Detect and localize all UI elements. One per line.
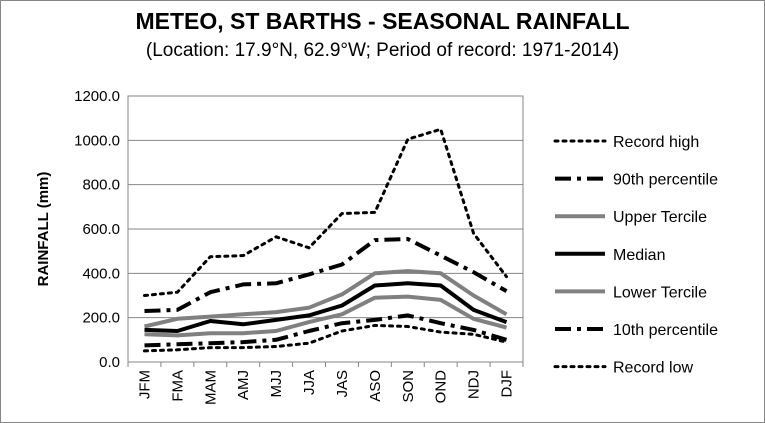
x-tick-label: JAS — [334, 370, 351, 398]
chart-subtitle: (Location: 17.9°N, 62.9°W; Period of rec… — [145, 40, 620, 61]
legend-label: 10th percentile — [613, 322, 718, 339]
y-tick-label: 200.0 — [82, 310, 120, 327]
x-tick-label: FMA — [169, 370, 186, 402]
y-tick-label: 600.0 — [82, 221, 120, 238]
x-tick-label: JJA — [301, 370, 318, 395]
legend-label: Record high — [613, 134, 699, 151]
x-tick-label: MAM — [202, 370, 219, 405]
series-lines — [143, 127, 508, 353]
series-line-upper-tercile — [144, 269, 508, 329]
series-line-90th-percentile — [144, 237, 508, 313]
chart-title: METEO, ST BARTHS - SEASONAL RAINFALL — [135, 8, 630, 34]
x-tick-label: MJJ — [268, 370, 285, 398]
y-axis-title: RAINFALL (mm) — [35, 172, 52, 287]
series-line-record-high — [143, 127, 508, 297]
legend-label: Median — [613, 247, 665, 264]
x-tick-label: DJF — [499, 370, 516, 398]
x-tick-label: SON — [400, 370, 417, 403]
y-axis-ticks: 0.0 200.0 400.0 600.0 800.0 1000.0 1200.0 — [74, 88, 120, 371]
legend-label: Lower Tercile — [613, 284, 707, 301]
series-line-median — [144, 281, 508, 333]
y-tick-label: 1000.0 — [74, 132, 120, 149]
y-tick-label: 400.0 — [82, 265, 120, 282]
x-tick-label: AMJ — [235, 370, 252, 400]
legend-label: Upper Tercile — [613, 209, 707, 226]
legend-label: 90th percentile — [613, 172, 718, 189]
series-line-record-low — [143, 323, 508, 353]
series-line-10th-percentile — [144, 313, 508, 348]
x-tick-label: ASO — [367, 370, 384, 402]
series-line-lower-tercile — [144, 294, 508, 338]
y-tick-label: 1200.0 — [74, 88, 120, 105]
legend: Record high 90th percentile Upper Tercile M… — [553, 134, 718, 377]
y-tick-label: 0.0 — [99, 354, 120, 371]
x-tick-label: NDJ — [466, 370, 483, 399]
legend-label: Record low — [613, 360, 693, 377]
x-tick-label: OND — [433, 370, 450, 404]
y-tick-label: 800.0 — [82, 177, 120, 194]
x-axis-ticks: JFM FMA MAM AMJ MJJ JJA JAS ASO SON OND NDJ DJF — [127, 362, 524, 405]
x-tick-label: JFM — [136, 370, 153, 399]
